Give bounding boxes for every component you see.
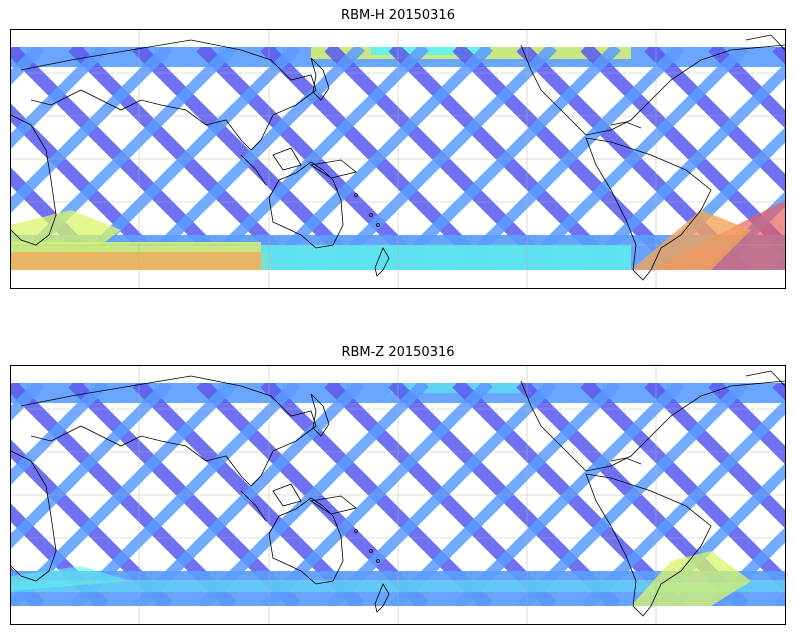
coastline-pacific-island <box>376 223 380 227</box>
swath-descending <box>710 527 785 606</box>
coastline-greenland <box>745 370 785 387</box>
swath-descending <box>198 47 429 270</box>
coastline-north-america <box>520 44 785 136</box>
coastline-borneo <box>272 483 302 507</box>
coastline-asia <box>20 39 317 151</box>
panel-title-rbm-z: RBM-Z 20150316 <box>341 345 455 360</box>
coastline-pacific-island <box>354 193 358 197</box>
swath-band-south-orange <box>11 252 271 270</box>
swath-descending <box>11 383 237 606</box>
swath-descending <box>518 47 749 270</box>
map-plot-rbm-h <box>11 30 785 288</box>
swath-descending <box>11 47 109 149</box>
swath-south-atlantic-warm <box>631 551 751 606</box>
swath-descending <box>454 47 685 270</box>
coastline-south-america <box>585 473 712 617</box>
swath-south-atlantic-warm <box>631 210 751 270</box>
coastline-japan <box>310 393 330 437</box>
swath-descending <box>518 383 749 606</box>
coastline-asia <box>20 375 317 487</box>
swath-descending <box>262 383 493 606</box>
coastline-africa <box>11 114 57 246</box>
coastline-pacific-island <box>354 529 358 533</box>
map-plot-rbm-z <box>11 366 785 624</box>
swath-descending <box>390 383 621 606</box>
swath-descending <box>11 383 173 549</box>
coastline-south-america <box>585 137 712 281</box>
swath-descending <box>582 63 785 270</box>
swath-south-indian-warm <box>11 210 121 245</box>
swath-descending <box>454 383 685 606</box>
coastline-sumatra <box>240 490 267 522</box>
swath-band-south-mid <box>261 245 631 270</box>
swath-ascending <box>708 383 785 465</box>
coastline-pacific-island <box>376 559 380 563</box>
swath-descending <box>582 399 785 606</box>
swath-descending <box>11 383 109 485</box>
swath-descending <box>326 383 557 606</box>
map-panel-rbm-h <box>10 29 786 289</box>
coastline-pacific-island <box>369 213 373 217</box>
swath-descending <box>198 383 429 606</box>
coastline-australia <box>268 161 344 249</box>
swath-south-indian-mid <box>11 566 131 591</box>
coastline-caribbean <box>610 121 642 129</box>
coastline-caribbean <box>610 457 642 465</box>
swath-descending <box>134 47 365 270</box>
map-panel-rbm-z <box>10 365 786 625</box>
coastline-sumatra <box>240 154 267 186</box>
swath-descending <box>70 383 301 606</box>
coastline-borneo <box>272 147 302 171</box>
swath-descending <box>11 47 173 213</box>
coastline-new-guinea <box>309 159 357 179</box>
swath-descending <box>262 47 493 270</box>
coastlines <box>11 34 785 281</box>
coastline-africa <box>11 450 57 582</box>
swath-descending <box>390 47 621 270</box>
swath-band-north-mid <box>371 47 491 55</box>
coastline-japan <box>310 57 330 101</box>
coastline-new-guinea <box>309 495 357 515</box>
panel-title-rbm-h: RBM-H 20150316 <box>341 8 455 23</box>
swath-descending <box>326 47 557 270</box>
coastline-greenland <box>745 34 785 51</box>
coastline-north-america <box>520 380 785 472</box>
coastlines <box>11 370 785 617</box>
coastline-new-zealand <box>374 247 390 277</box>
gridlines <box>11 366 785 624</box>
swath-ascending <box>708 47 785 129</box>
coastline-new-zealand <box>374 583 390 613</box>
coastline-australia <box>268 497 344 585</box>
gridlines <box>11 30 785 288</box>
swath-descending <box>134 383 365 606</box>
coastline-pacific-island <box>369 549 373 553</box>
